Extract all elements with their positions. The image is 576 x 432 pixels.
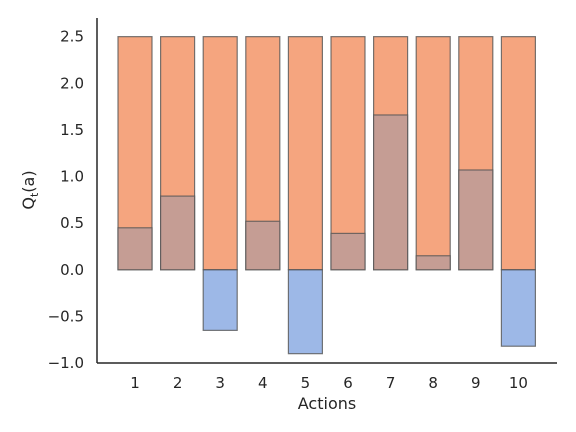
x-tick-label: 4 xyxy=(258,374,268,392)
bars-layer xyxy=(117,36,536,355)
bar-series1-8 xyxy=(415,36,451,271)
y-tick-label: 1.5 xyxy=(60,121,84,139)
x-tick-label: 3 xyxy=(215,374,225,392)
x-tick-label: 7 xyxy=(386,374,396,392)
bar-series1-5 xyxy=(287,36,323,271)
y-tick-label: −1.0 xyxy=(48,354,84,372)
y-axis-label: Qt(a) xyxy=(19,170,41,209)
bar-series2-6 xyxy=(330,232,366,271)
y-tick-label: 1.0 xyxy=(60,168,84,186)
bar-series2-2 xyxy=(160,195,196,271)
x-tick-label: 9 xyxy=(471,374,481,392)
y-tick-label: 0.0 xyxy=(60,261,84,279)
bar-series2-5 xyxy=(287,269,323,355)
y-tick-label: −0.5 xyxy=(48,307,84,325)
x-tick-label: 1 xyxy=(130,374,140,392)
y-tick-label: 2.0 xyxy=(60,74,84,92)
bar-series2-9 xyxy=(458,169,494,271)
bar-series2-3 xyxy=(202,269,238,331)
x-tick-label: 6 xyxy=(343,374,353,392)
axes-layer xyxy=(96,18,557,364)
bar-series1-6 xyxy=(330,36,366,271)
bar-series2-1 xyxy=(117,227,153,271)
y-tick-labels: −1.0 −0.5 0.0 0.5 1.0 1.5 2.0 2.5 xyxy=(48,28,84,372)
bar-series2-4 xyxy=(245,220,281,271)
x-tick-labels: 1 2 3 4 5 6 7 8 9 10 xyxy=(130,374,528,392)
bar-series1-10 xyxy=(500,36,536,271)
x-tick-label: 8 xyxy=(428,374,438,392)
x-tick-label: 5 xyxy=(301,374,311,392)
y-tick-label: 0.5 xyxy=(60,214,84,232)
bar-series1-3 xyxy=(202,36,238,271)
bar-series2-10 xyxy=(500,269,536,347)
y-tick-label: 2.5 xyxy=(60,28,84,46)
x-tick-label: 10 xyxy=(509,374,528,392)
bar-series2-7 xyxy=(373,114,409,271)
x-tick-label: 2 xyxy=(173,374,183,392)
x-axis-label: Actions xyxy=(298,394,356,413)
bar-series2-8 xyxy=(415,255,451,271)
